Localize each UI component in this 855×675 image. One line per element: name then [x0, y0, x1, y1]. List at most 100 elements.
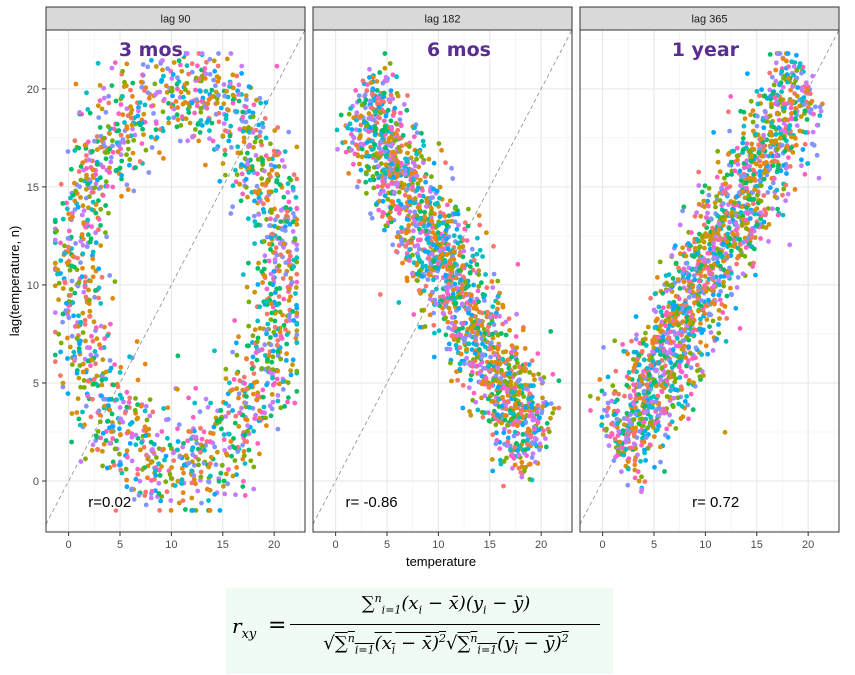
data-point [267, 241, 272, 247]
data-point [103, 376, 109, 382]
data-point [461, 237, 466, 243]
data-point [219, 426, 224, 432]
data-point [92, 294, 97, 300]
data-point [259, 347, 265, 352]
data-point [514, 345, 520, 351]
data-point [415, 278, 420, 283]
data-point [449, 315, 455, 320]
data-point [174, 112, 180, 118]
data-point [294, 247, 300, 252]
data-point [236, 92, 241, 97]
data-point [382, 227, 387, 233]
data-point [95, 447, 101, 453]
data-point [520, 432, 526, 437]
data-point [419, 198, 425, 204]
data-point [512, 372, 518, 377]
data-point [124, 448, 130, 454]
data-point [679, 346, 685, 352]
data-point [175, 439, 181, 444]
data-point [774, 187, 780, 193]
data-point [278, 405, 284, 411]
data-point [632, 458, 638, 463]
data-point [504, 455, 509, 461]
data-point [189, 480, 195, 486]
data-point [675, 277, 681, 282]
data-point [453, 275, 459, 281]
data-point [163, 453, 169, 459]
data-point [495, 412, 500, 417]
data-point [407, 209, 413, 215]
data-point [182, 82, 188, 87]
data-point [469, 246, 475, 252]
data-point [117, 462, 122, 468]
data-point [255, 335, 261, 341]
data-point [755, 192, 760, 198]
data-point [294, 144, 300, 150]
data-point [556, 378, 562, 384]
data-point [659, 365, 665, 371]
data-point [196, 457, 201, 462]
data-point [278, 219, 284, 225]
data-point [198, 425, 203, 431]
data-point [72, 138, 78, 144]
data-point [157, 51, 163, 56]
data-point [699, 369, 705, 374]
data-point [490, 398, 496, 404]
data-point [150, 447, 155, 452]
data-point [69, 362, 75, 367]
data-point [278, 333, 284, 339]
data-point [467, 332, 473, 338]
data-point [502, 378, 508, 384]
data-point [652, 325, 658, 331]
data-point [356, 179, 362, 184]
data-point [93, 172, 99, 178]
data-point [276, 294, 282, 299]
data-point [96, 295, 101, 301]
data-point [259, 366, 265, 371]
data-point [177, 95, 183, 100]
data-point [160, 109, 166, 115]
data-point [274, 179, 280, 185]
data-point [178, 123, 184, 128]
data-point [358, 141, 364, 147]
data-point [86, 301, 92, 307]
data-point [259, 142, 265, 148]
data-point [632, 462, 638, 468]
data-point [244, 284, 250, 290]
data-point [181, 441, 186, 446]
data-point [526, 413, 532, 419]
data-point [145, 475, 150, 481]
data-point [71, 349, 77, 355]
x-tick-label: 5 [384, 539, 390, 551]
data-point [423, 179, 428, 185]
data-point [96, 216, 102, 222]
data-point [189, 100, 195, 106]
data-point [269, 210, 274, 215]
data-point [223, 414, 229, 419]
data-point [255, 171, 260, 177]
data-point [196, 462, 201, 468]
data-point [73, 241, 78, 246]
data-point [180, 490, 186, 496]
data-point [60, 384, 66, 390]
data-point [60, 201, 66, 206]
data-point [150, 409, 156, 415]
data-point [390, 96, 396, 102]
data-point [238, 198, 244, 204]
data-point [784, 171, 789, 176]
data-point [271, 329, 277, 335]
data-point [540, 432, 546, 437]
data-point [157, 467, 162, 473]
data-point [294, 368, 300, 374]
data-point [391, 110, 397, 116]
data-point [272, 152, 277, 158]
data-point [673, 426, 679, 431]
data-point [508, 447, 513, 452]
data-point [693, 355, 698, 361]
data-point [284, 318, 289, 324]
data-point [264, 286, 270, 292]
data-point [347, 121, 353, 127]
data-point [157, 89, 163, 95]
data-point [706, 185, 712, 191]
data-point [466, 385, 472, 391]
